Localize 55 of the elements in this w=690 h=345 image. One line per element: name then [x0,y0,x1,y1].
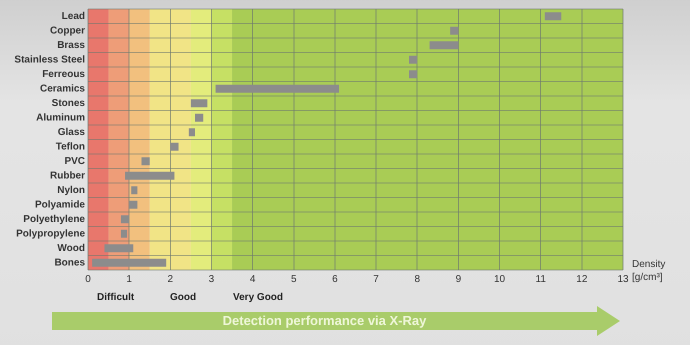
x-tick-label: 2 [168,274,174,285]
bar [120,230,128,238]
y-tick-label: PVC [64,156,85,167]
bar [409,56,418,64]
bar [170,142,179,151]
bar [129,200,138,209]
bar [104,244,134,252]
bar [120,215,130,224]
y-tick-label: Polypropylene [16,228,86,240]
bar [195,114,204,122]
y-tick-label: Copper [50,26,86,36]
y-tick-label: Bones [54,258,86,268]
bar [216,84,340,93]
y-tick-label: Lead [62,11,85,22]
y-tick-label: Aluminum [36,112,86,124]
text: Good [170,292,196,303]
y-tick-label: Nylon [57,185,85,196]
x-tick-label: 9 [456,274,462,285]
x-tick-label: 3 [208,274,215,285]
x-tick-label: 6 [332,274,338,285]
bar [188,128,195,136]
y-tick-label: Glass [58,127,86,138]
y-tick-label: Ceramics [40,84,86,94]
text: Very Good [233,292,284,303]
x-tick-label: 4 [250,274,256,285]
x-tick-label: 1 [126,274,132,285]
bar [92,258,166,267]
x-tick-label: 7 [373,274,380,285]
y-tick-label: Brass [57,40,86,51]
y-tick-label: Teflon [56,142,85,152]
bar [131,186,138,194]
x-tick-label: 0 [85,274,92,285]
y-tick-label: Wood [57,243,85,254]
x-tick-label: 13 [617,274,629,285]
text: Detection performance via X-Ray [222,313,428,328]
y-tick-label: Rubber [50,170,86,182]
bar [544,12,562,20]
bar [142,157,150,166]
bar [125,172,174,180]
bar [430,41,458,50]
bar [450,26,458,35]
y-tick-label: Stones [52,98,86,109]
x-tick-label: 8 [414,274,420,285]
x-tick-label: 11 [535,274,546,285]
x-axis-title: Density [g/cm³] [632,258,666,284]
text: Difficult [97,292,134,303]
y-tick-label: Polyethylene [23,214,86,225]
bar [409,70,418,78]
y-tick-label: Stainless Steel [14,54,86,66]
x-tick-label: 12 [576,274,588,285]
y-tick-label: Polyamide [34,200,86,210]
x-tick-label: 5 [290,274,297,285]
x-tick-label: 10 [494,274,506,285]
bar [190,99,208,108]
y-tick-label: Ferreous [42,69,86,80]
